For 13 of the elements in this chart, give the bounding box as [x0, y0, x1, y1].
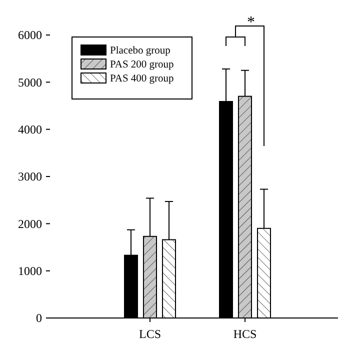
y-tick-label: 1000 [18, 264, 42, 278]
legend-label: PAS 400 group [110, 74, 174, 85]
legend-label: Placebo group [110, 46, 170, 57]
y-tick-label: 4000 [18, 122, 42, 137]
text: * [247, 14, 255, 31]
legend-label: PAS 200 group [110, 60, 174, 71]
y-tick-label: 6000 [18, 28, 42, 42]
y-tick-label: 3000 [18, 170, 42, 184]
y-tick-label: 0 [36, 311, 42, 326]
x-tick-label: LCS [138, 327, 162, 341]
y-tick-label: 2000 [18, 216, 42, 231]
y-tick-label: 5000 [18, 75, 42, 90]
x-tick-label: HCS [233, 327, 257, 341]
